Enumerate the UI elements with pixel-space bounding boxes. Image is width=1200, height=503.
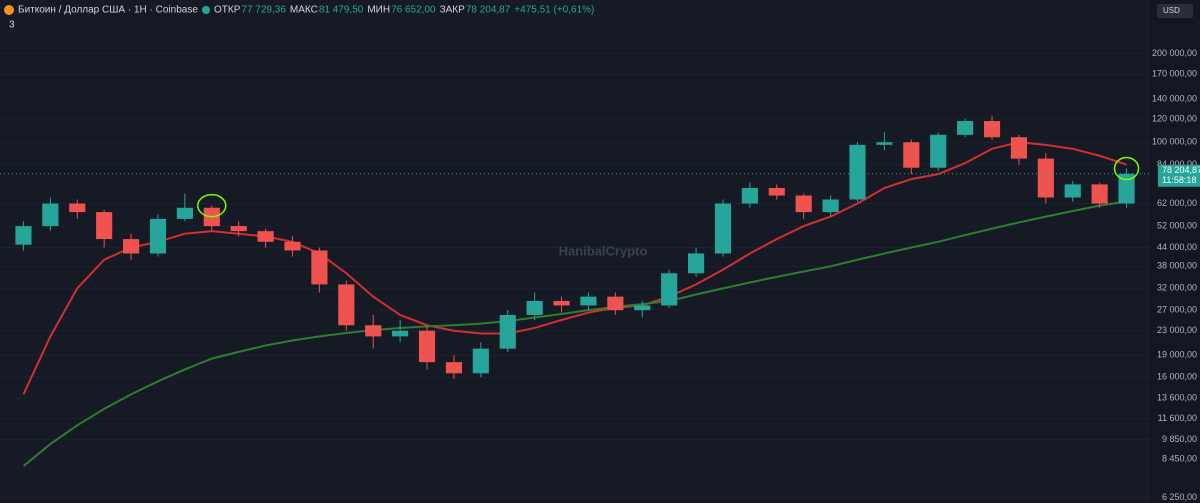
candle-body <box>607 296 624 311</box>
candle-body <box>1037 158 1054 198</box>
stat-value: 81 479,50 <box>319 5 364 16</box>
price-axis <box>1150 0 1200 503</box>
stat-label: МАКС <box>290 5 318 16</box>
candle-body <box>849 144 866 200</box>
candle-body <box>472 348 489 374</box>
y-tick-label: 120 000,00 <box>1152 113 1197 123</box>
candle-body <box>499 314 516 349</box>
candle-body <box>15 226 32 245</box>
y-tick-label: 62 000,00 <box>1157 198 1197 208</box>
annotation-circle <box>1113 156 1140 181</box>
currency[interactable]: USD <box>1163 6 1180 15</box>
y-tick-label: 38 000,00 <box>1157 261 1197 271</box>
candle-body <box>69 203 86 213</box>
y-tick-label: 100 000,00 <box>1152 137 1197 147</box>
candle-body <box>741 187 758 204</box>
indicator-toggle[interactable]: 3 <box>9 20 15 31</box>
moving-average <box>22 200 1127 467</box>
candle-body <box>661 273 678 306</box>
y-tick-label: 19 000,00 <box>1157 350 1197 360</box>
candle-body <box>714 203 732 254</box>
candle-body <box>176 207 193 219</box>
y-tick-label: 13 600,00 <box>1157 392 1197 402</box>
candle-body <box>688 253 705 274</box>
coin-icon <box>4 5 14 15</box>
y-tick-label: 16 000,00 <box>1157 372 1197 382</box>
candle-body <box>311 250 328 285</box>
candle-body <box>983 121 1001 138</box>
y-tick-label: 23 000,00 <box>1157 325 1197 335</box>
candle-body <box>392 330 409 337</box>
y-tick-label: 52 000,00 <box>1157 220 1197 230</box>
candle-body <box>230 226 247 232</box>
moving-average <box>22 141 1127 395</box>
y-tick-label: 44 000,00 <box>1157 242 1197 252</box>
chart-title: Биткоин / Доллар США · 1H · Coinbase <box>18 5 198 16</box>
stat-value: 78 204,87 <box>466 5 511 16</box>
candle-body <box>1010 137 1027 159</box>
candle-body <box>634 305 651 311</box>
candle-body <box>149 218 167 254</box>
watermark: HanibalCrypto <box>559 243 648 258</box>
candle-body <box>418 330 436 363</box>
y-tick-label: 6 250,00 <box>1162 492 1197 502</box>
change: +475,51 (+0,61%) <box>514 5 594 16</box>
candle-body <box>284 241 301 251</box>
stat-value: 76 652,00 <box>391 5 436 16</box>
candle-body <box>1064 184 1081 198</box>
currency-box[interactable] <box>1157 4 1193 18</box>
y-tick-label: 8 450,00 <box>1162 453 1197 463</box>
candle-body <box>930 134 947 168</box>
candle-body <box>1118 173 1135 204</box>
stat-label: ЗАКР <box>440 5 466 16</box>
y-tick-label: 200 000,00 <box>1152 48 1197 58</box>
y-tick-label: 11 600,00 <box>1158 413 1197 423</box>
last-price: 78 204,87 <box>1162 165 1200 175</box>
candle-body <box>365 325 382 337</box>
stat-label: МИН <box>367 5 390 16</box>
candle-body <box>876 142 893 145</box>
annotation-circle <box>197 193 227 218</box>
y-tick-label: 140 000,00 <box>1152 93 1197 103</box>
y-tick-label: 27 000,00 <box>1157 305 1197 315</box>
stat-label: ОТКР <box>214 5 241 16</box>
candle-body <box>553 300 570 306</box>
candle-body <box>768 187 785 196</box>
countdown: 11:58:18 <box>1162 175 1196 185</box>
stat-value: 77 729,36 <box>241 5 286 16</box>
candle-body <box>580 296 597 306</box>
y-tick-label: 9 850,00 <box>1162 434 1197 444</box>
y-tick-label: 170 000,00 <box>1152 69 1197 79</box>
candle-body <box>445 362 462 374</box>
candle-body <box>1091 184 1108 204</box>
status-dot <box>202 6 210 14</box>
y-tick-label: 84 000,00 <box>1157 159 1197 169</box>
candle-body <box>338 284 355 326</box>
candle-body <box>903 142 920 168</box>
candle-body <box>123 239 140 254</box>
candle-body <box>822 199 839 213</box>
candle-body <box>795 195 812 213</box>
candle-body <box>42 203 59 227</box>
last-price-box <box>1158 164 1200 187</box>
candle-body <box>526 300 543 315</box>
candle-body <box>957 121 974 135</box>
y-tick-label: 32 000,00 <box>1157 283 1197 293</box>
candle-body <box>96 212 113 240</box>
candle-body <box>257 231 274 242</box>
